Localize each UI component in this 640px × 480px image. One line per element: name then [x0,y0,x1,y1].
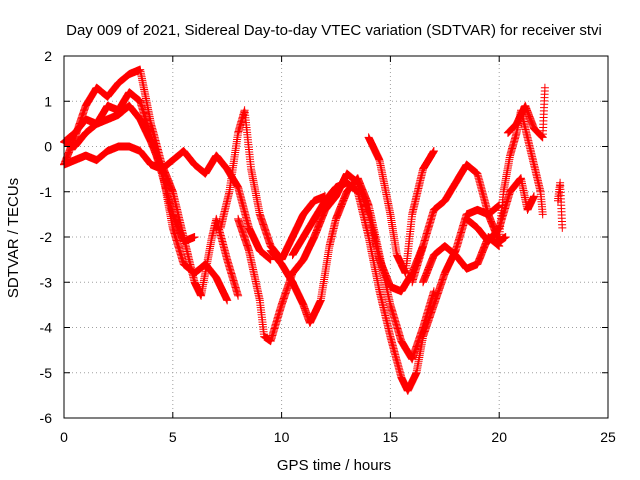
chart-title: Day 009 of 2021, Sidereal Day-to-day VTE… [66,22,602,39]
scatter-points-arc-9 [364,133,438,278]
x-axis-label: GPS time / hours [277,457,391,474]
scatter-points-arc-15 [554,178,567,232]
series-arc-5 [216,106,330,264]
scatter-points-arc-14 [503,83,549,142]
x-tick-label: 10 [274,429,290,445]
axis-ticks: 0 5 10 15 20 25 -6 -5 -4 -3 -2 -1 0 1 2 [40,48,616,445]
x-tick-label: 0 [60,429,68,445]
y-tick-label: -6 [40,410,53,426]
y-tick-label: -2 [40,229,53,245]
y-tick-label: 2 [44,48,52,64]
y-tick-label: -5 [40,365,53,381]
scatter-points-arc-7 [266,174,438,364]
series-arc-7 [266,174,438,364]
x-tick-label: 15 [383,429,399,445]
y-axis-label: SDTVAR / TECUs [5,178,22,298]
y-tick-label: -4 [40,320,53,336]
series-arc-8 [288,178,504,395]
y-tick-label: -1 [40,184,53,200]
series-arc-14 [503,83,549,142]
series-arc-9 [364,133,438,278]
y-tick-label: 1 [44,93,52,109]
x-tick-label: 5 [169,429,177,445]
scatter-points-arc-8 [288,178,504,395]
x-tick-label: 20 [491,429,507,445]
x-tick-label: 25 [600,429,616,445]
y-tick-label: 0 [44,139,52,155]
series-arc-15 [554,178,567,232]
scatter-points-arc-5 [216,106,330,264]
y-tick-label: -3 [40,274,53,290]
